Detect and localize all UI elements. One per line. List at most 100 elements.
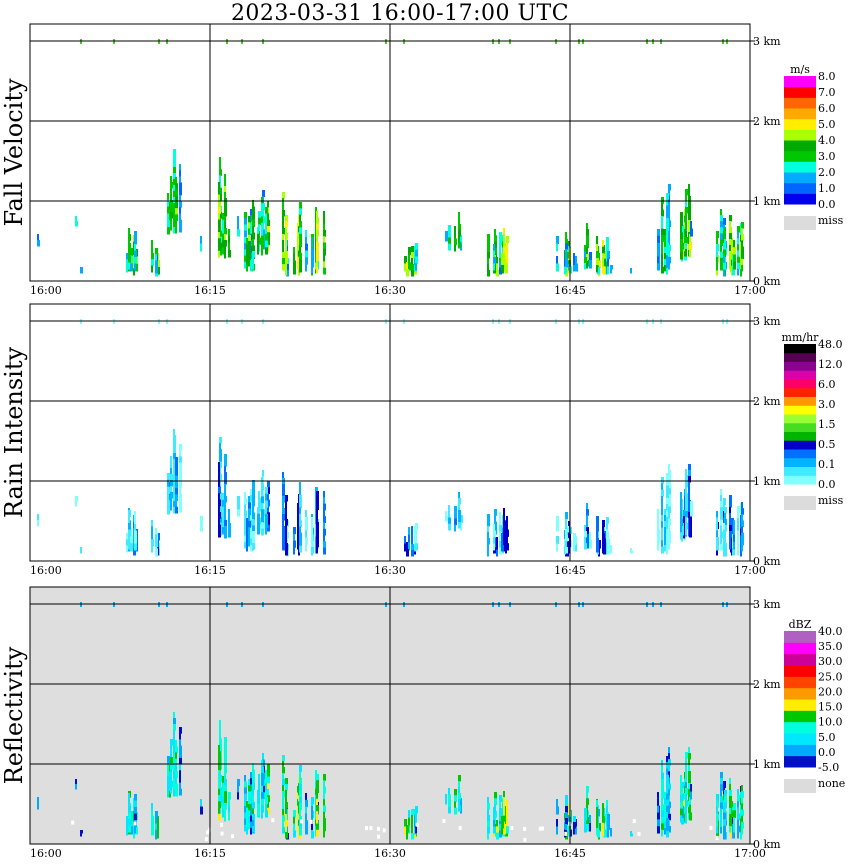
precip-pixel bbox=[741, 538, 744, 546]
colorbar-swatch bbox=[784, 129, 816, 141]
precip-pixel bbox=[603, 829, 606, 838]
colorbar-label: 0.0 bbox=[818, 478, 836, 491]
precip-pixel bbox=[244, 510, 247, 518]
precip-pixel bbox=[128, 516, 130, 524]
time-tick-label: 17:00 bbox=[734, 564, 766, 577]
precip-pixel bbox=[224, 791, 227, 798]
precip-pixel bbox=[406, 549, 409, 557]
precip-pixel bbox=[568, 521, 570, 528]
precip-pixel bbox=[487, 550, 489, 557]
precip-pixel bbox=[586, 527, 589, 535]
precip-pixel bbox=[244, 224, 247, 232]
precip-pixel bbox=[741, 228, 743, 235]
precip-pixel bbox=[666, 479, 669, 486]
precip-pixel bbox=[130, 811, 133, 820]
y-axis-label: Rain Intensity bbox=[0, 347, 28, 519]
precip-pixel bbox=[285, 221, 288, 228]
precip-pixel bbox=[496, 826, 499, 834]
precip-pixel bbox=[584, 245, 586, 252]
precip-pixel bbox=[128, 256, 131, 263]
precip-pixel bbox=[155, 546, 157, 554]
precip-pixel bbox=[493, 807, 496, 814]
precip-pixel bbox=[134, 543, 137, 551]
precip-pixel bbox=[323, 229, 326, 237]
precip-pixel bbox=[664, 259, 667, 266]
precip-pixel bbox=[311, 267, 313, 274]
precip-pixel bbox=[218, 238, 221, 245]
precip-pixel bbox=[737, 244, 739, 251]
precip-pixel bbox=[285, 796, 287, 803]
precip-pixel bbox=[661, 496, 663, 503]
colorbar-swatch bbox=[784, 76, 816, 88]
precip-pixel bbox=[458, 793, 461, 800]
precip-pixel bbox=[596, 807, 598, 815]
precip-pixel bbox=[126, 545, 128, 553]
precip-pixel bbox=[285, 525, 287, 532]
precip-pixel bbox=[299, 771, 301, 779]
precip-pixel bbox=[316, 515, 318, 523]
precip-pixel bbox=[170, 176, 172, 183]
precip-pixel bbox=[248, 247, 251, 254]
precip-pixel bbox=[155, 248, 158, 255]
precip-pixel bbox=[657, 812, 659, 820]
precip-pixel bbox=[596, 517, 599, 525]
no-echo-pixel bbox=[220, 831, 224, 836]
precip-pixel bbox=[285, 826, 287, 833]
precip-pixel bbox=[556, 819, 558, 827]
precip-pixel bbox=[173, 507, 175, 514]
precip-pixel bbox=[257, 240, 259, 248]
precip-pixel bbox=[741, 791, 744, 798]
precip-pixel bbox=[128, 542, 131, 550]
precip-pixel bbox=[741, 797, 743, 804]
precip-pixel bbox=[282, 258, 285, 265]
precip-pixel bbox=[173, 724, 176, 731]
precip-pixel bbox=[666, 541, 669, 549]
precip-pixel bbox=[680, 801, 683, 810]
precip-pixel bbox=[316, 817, 318, 825]
precip-pixel bbox=[282, 228, 285, 235]
precip-pixel bbox=[664, 265, 667, 272]
precip-pixel bbox=[408, 817, 410, 826]
precip-pixel bbox=[737, 262, 740, 270]
precip-pixel bbox=[720, 543, 723, 551]
precip-pixel bbox=[219, 212, 222, 219]
precip-pixel bbox=[252, 776, 255, 783]
colorbar-label: 1.5 bbox=[818, 418, 836, 431]
precip-pixel bbox=[741, 544, 743, 552]
precip-pixel bbox=[316, 242, 319, 249]
precip-pixel bbox=[666, 812, 668, 819]
precip-pixel bbox=[173, 471, 175, 478]
precip-pixel bbox=[237, 779, 240, 787]
precip-pixel bbox=[248, 259, 250, 267]
precip-pixel bbox=[316, 823, 319, 831]
precip-pixel bbox=[458, 805, 461, 812]
precip-pixel bbox=[37, 514, 39, 521]
precip-pixel bbox=[244, 806, 246, 813]
precip-pixel bbox=[170, 486, 172, 493]
precip-pixel bbox=[487, 544, 489, 551]
precip-pixel bbox=[684, 816, 687, 824]
precip-pixel bbox=[218, 801, 221, 808]
precip-pixel bbox=[565, 518, 567, 527]
precip-pixel bbox=[200, 523, 203, 532]
precip-pixel bbox=[244, 523, 246, 530]
precip-pixel bbox=[688, 789, 691, 796]
precip-pixel bbox=[261, 772, 263, 780]
precip-pixel bbox=[454, 807, 457, 815]
precip-pixel bbox=[311, 800, 313, 807]
precip-pixel bbox=[494, 229, 496, 236]
precip-pixel bbox=[128, 536, 130, 543]
precip-pixel bbox=[224, 803, 227, 810]
no-echo-pixel bbox=[523, 826, 527, 831]
precip-pixel bbox=[411, 532, 413, 539]
precip-pixel bbox=[299, 208, 302, 216]
precip-pixel bbox=[257, 247, 259, 255]
precip-pixel bbox=[565, 801, 568, 810]
precip-pixel bbox=[668, 789, 670, 797]
precip-pixel bbox=[737, 268, 739, 276]
precip-pixel bbox=[299, 494, 302, 502]
precip-pixel bbox=[323, 811, 325, 819]
precip-pixel bbox=[666, 799, 669, 807]
precip-pixel bbox=[737, 530, 739, 538]
colorbar-label: 4.0 bbox=[818, 134, 836, 147]
